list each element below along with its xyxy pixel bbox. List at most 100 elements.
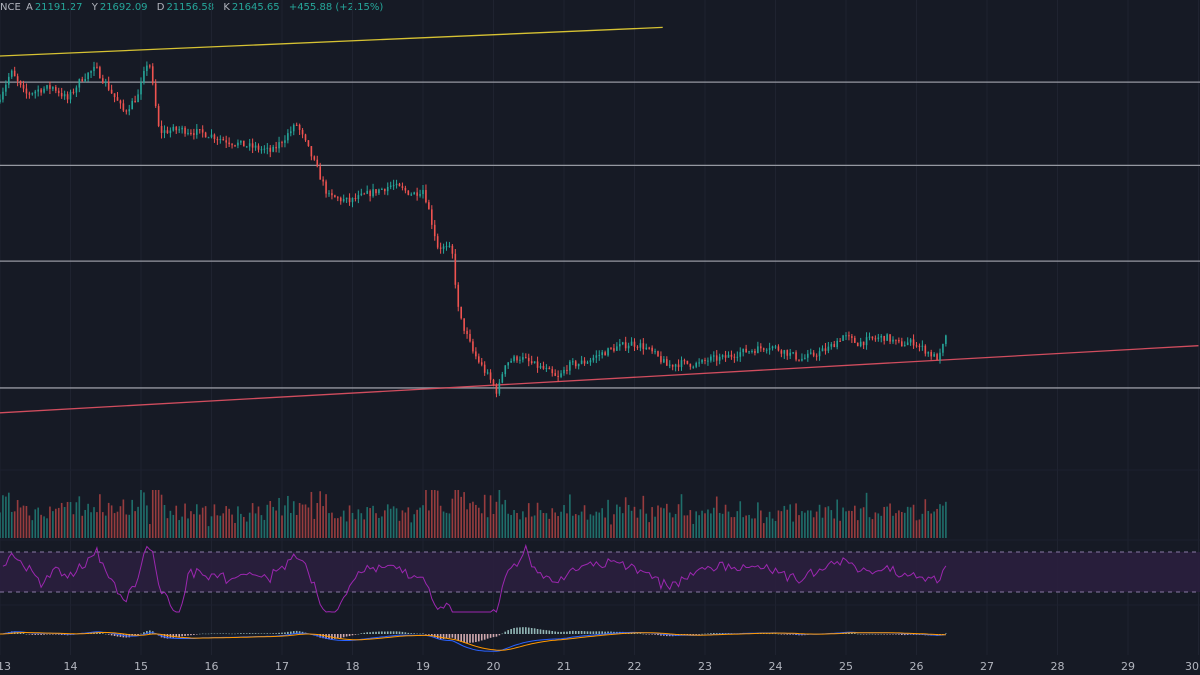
- volume-bar: [871, 519, 874, 538]
- macd-histogram-bar: [263, 633, 266, 634]
- volume-bar: [859, 508, 862, 538]
- candle-body: [319, 166, 321, 180]
- macd-histogram-bar: [475, 634, 477, 643]
- macd-histogram-bar: [945, 633, 947, 634]
- macd-histogram-bar: [642, 633, 645, 635]
- volume-bar: [868, 517, 871, 538]
- macd-histogram-bar: [651, 634, 653, 635]
- volume-bar: [428, 510, 430, 538]
- candle-body: [287, 133, 289, 141]
- macd-histogram-bar: [213, 633, 216, 635]
- volume-bar: [198, 514, 201, 538]
- volume-bar: [137, 506, 139, 538]
- volume-bar: [668, 512, 671, 538]
- volume-bar: [93, 507, 95, 538]
- macd-histogram-bar: [713, 632, 715, 634]
- candle-body: [721, 355, 724, 357]
- x-tick-label: 13: [0, 660, 11, 673]
- low-value: 21156.58: [166, 2, 215, 13]
- volume-bar: [765, 517, 768, 538]
- volume-bar: [651, 507, 653, 538]
- macd-histogram-bar: [381, 631, 383, 634]
- macd-histogram-bar: [883, 634, 885, 635]
- candle-body: [386, 186, 389, 192]
- candle-body: [363, 193, 366, 195]
- candle-body: [848, 335, 850, 337]
- macd-histogram-bar: [43, 634, 45, 635]
- candle-body: [859, 341, 862, 347]
- volume-bar: [146, 505, 148, 538]
- volume-bar: [10, 511, 13, 538]
- candle-body: [619, 344, 621, 347]
- candle-body: [93, 66, 95, 72]
- candle-body: [830, 344, 833, 347]
- macd-histogram-bar: [454, 634, 457, 639]
- candle-body: [10, 70, 13, 77]
- candle-body: [178, 129, 180, 131]
- macd-histogram-bar: [463, 634, 465, 643]
- volume-bar: [389, 508, 392, 538]
- macd-histogram-bar: [322, 634, 324, 639]
- candle-body: [795, 352, 797, 360]
- volume-bar: [721, 513, 724, 538]
- candle-body: [0, 99, 1, 102]
- macd-histogram-bar: [569, 631, 571, 634]
- volume-bar: [736, 511, 739, 538]
- volume-bar: [245, 521, 248, 538]
- candle-body: [569, 361, 571, 371]
- candle-body: [166, 130, 169, 134]
- volume-bar: [807, 510, 809, 538]
- volume-bar: [116, 511, 119, 538]
- candle-body: [713, 355, 715, 357]
- volume-bar: [901, 511, 903, 538]
- candle-body: [616, 346, 618, 351]
- candle-body: [243, 140, 245, 147]
- candle-body: [104, 81, 107, 83]
- candle-body: [765, 349, 768, 351]
- macd-histogram-bar: [698, 634, 700, 635]
- candle-body: [751, 351, 753, 352]
- macd-histogram-bar: [689, 634, 692, 635]
- macd-histogram-bar: [457, 634, 460, 641]
- volume-bar: [57, 507, 60, 538]
- volume-bar: [686, 515, 689, 538]
- volume-bar: [771, 518, 774, 538]
- candle-body: [13, 70, 16, 77]
- macd-histogram-bar: [342, 634, 345, 638]
- volume-bar: [883, 506, 885, 538]
- candle-body: [460, 306, 462, 319]
- volume-bar: [295, 514, 298, 538]
- candle-body: [886, 334, 888, 341]
- volume-bar: [519, 519, 521, 538]
- macd-histogram-bar: [339, 634, 342, 638]
- candle-body: [595, 355, 598, 358]
- candle-body: [557, 375, 559, 377]
- candle-body: [254, 145, 257, 148]
- volume-bar: [448, 513, 451, 538]
- macd-histogram-bar: [501, 633, 504, 635]
- candle-body: [146, 65, 148, 71]
- candle-body: [198, 129, 201, 131]
- candle-body: [222, 139, 225, 141]
- candle-body: [384, 188, 386, 192]
- macd-histogram-bar: [901, 634, 903, 635]
- volume-bar: [510, 514, 512, 538]
- macd-histogram-bar: [445, 634, 448, 639]
- volume-bar: [933, 511, 935, 538]
- volume-bar: [193, 514, 195, 538]
- volume-bar: [936, 508, 938, 538]
- candle-body: [501, 374, 504, 383]
- candle-body: [428, 202, 430, 210]
- macd-histogram-bar: [774, 633, 777, 635]
- macd-histogram-bar: [507, 630, 509, 634]
- volume-bar: [648, 522, 650, 538]
- macd-histogram-bar: [407, 632, 410, 634]
- x-tick-label: 25: [839, 660, 853, 673]
- macd-histogram-bar: [654, 634, 656, 635]
- volume-bar: [566, 513, 568, 538]
- candle-body: [862, 341, 865, 346]
- macd-histogram-bar: [771, 633, 774, 635]
- macd-histogram-bar: [416, 633, 418, 635]
